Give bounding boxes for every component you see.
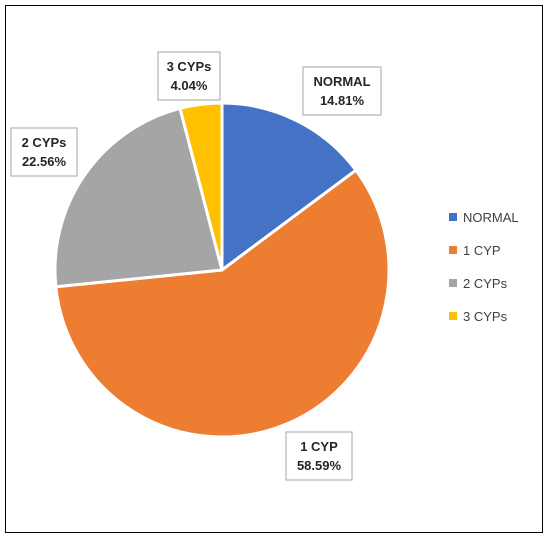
- legend-item-3-cyps: 3 CYPs: [449, 309, 508, 324]
- data-label-callouts: NORMAL 14.81% 1 CYP 58.59% 2 CYPs 22.56% 3 CYP…: [10, 51, 382, 481]
- data-label-box: [157, 51, 221, 101]
- data-label-box: [285, 431, 353, 481]
- legend-item-normal: NORMAL: [449, 210, 519, 225]
- data-label-box: [10, 127, 78, 177]
- pie-slice-3-cyps: [178, 101, 224, 272]
- legend-item-2-cyps: 2 CYPs: [449, 276, 508, 291]
- data-label-value: 22.56%: [22, 154, 67, 169]
- data-label-category: 1 CYP: [300, 439, 338, 454]
- data-label-value: 58.59%: [297, 458, 342, 473]
- data-label-category: 3 CYPs: [167, 59, 212, 74]
- data-label-category: 2 CYPs: [22, 135, 67, 150]
- pie-slice-normal: [220, 101, 358, 272]
- legend-label: NORMAL: [463, 210, 519, 225]
- legend-label: 1 CYP: [463, 243, 501, 258]
- legend-swatch: [449, 279, 457, 287]
- legend-label: 3 CYPs: [463, 309, 508, 324]
- data-label-normal: NORMAL 14.81%: [302, 66, 382, 116]
- legend-label: 2 CYPs: [463, 276, 508, 291]
- data-label-3-cyps: 3 CYPs 4.04%: [157, 51, 221, 101]
- data-label-value: 14.81%: [320, 93, 365, 108]
- data-label-category: NORMAL: [313, 74, 370, 89]
- legend-swatch: [449, 312, 457, 320]
- data-label-2-cyps: 2 CYPs 22.56%: [10, 127, 78, 177]
- legend-swatch: [449, 213, 457, 221]
- pie-slices: [53, 101, 391, 439]
- pie-slice-1-cyp: [54, 168, 391, 439]
- legend: NORMAL 1 CYP 2 CYPs 3 CYPs: [449, 210, 519, 324]
- data-label-box: [302, 66, 382, 116]
- legend-swatch: [449, 246, 457, 254]
- pie-slice-2-cyps: [53, 106, 224, 289]
- data-label-1-cyp: 1 CYP 58.59%: [285, 431, 353, 481]
- legend-item-1-cyp: 1 CYP: [449, 243, 501, 258]
- data-label-value: 4.04%: [171, 78, 208, 93]
